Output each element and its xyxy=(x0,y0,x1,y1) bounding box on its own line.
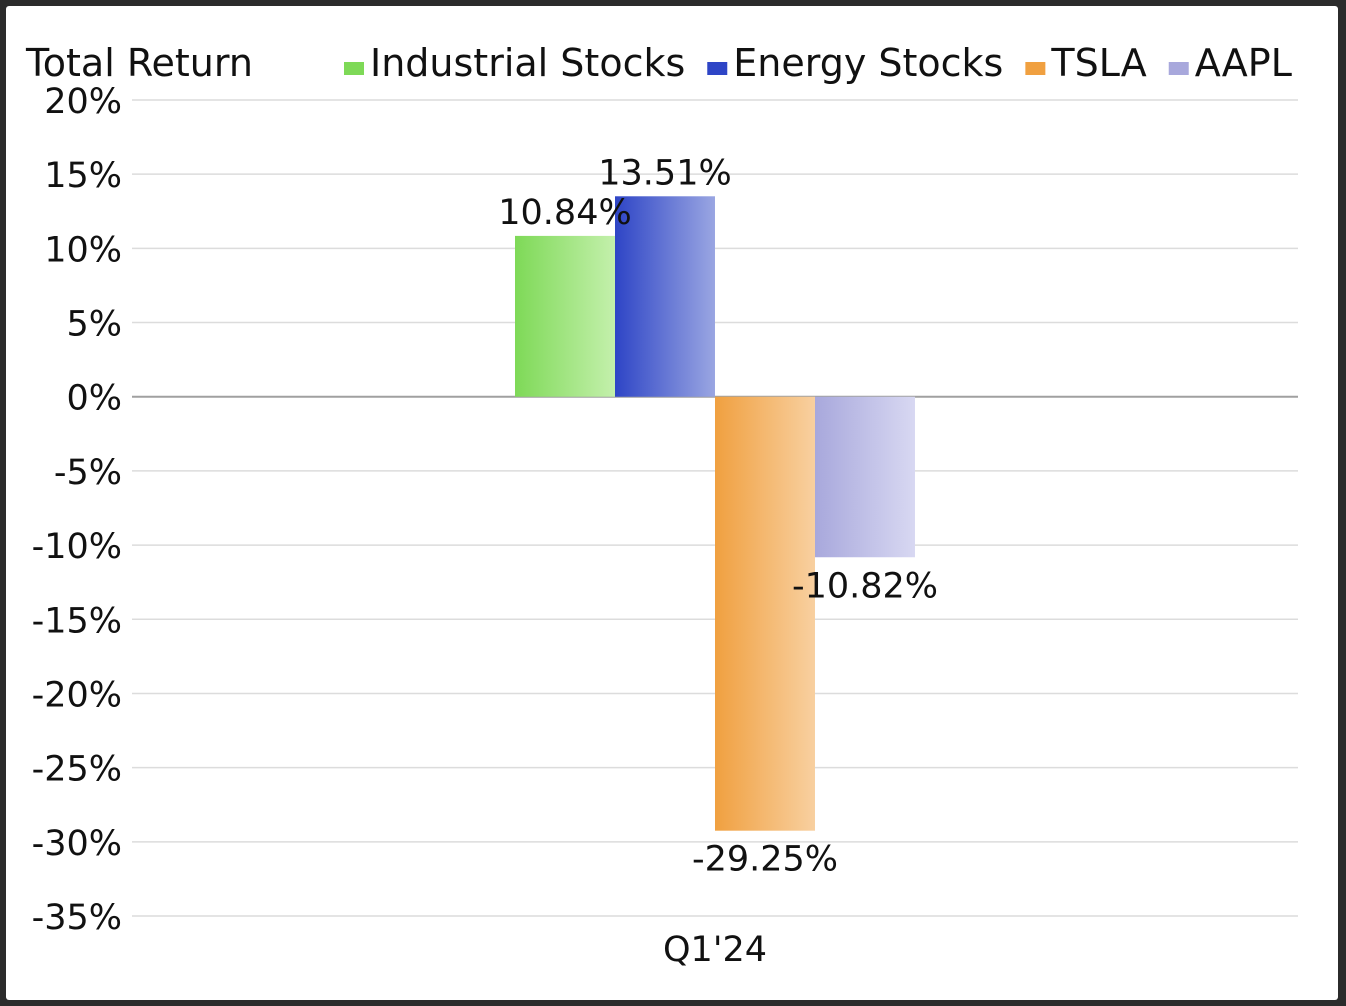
bar-tsla xyxy=(715,396,815,831)
x-axis-tick-labels: Q1'24 xyxy=(663,930,767,970)
legend-swatch xyxy=(1025,62,1046,75)
data-label: 13.51% xyxy=(598,153,731,193)
y-tick-label: 15% xyxy=(44,156,122,196)
bars xyxy=(515,196,915,831)
y-tick-label: 0% xyxy=(66,379,122,419)
legend-label: Energy Stocks xyxy=(733,41,1003,85)
legend-swatch xyxy=(707,62,728,75)
chart-title: Total Return xyxy=(25,41,253,85)
y-tick-label: -20% xyxy=(32,675,122,715)
data-label: -29.25% xyxy=(692,840,838,880)
data-labels: 10.84%13.51% -29.25% -10.82% xyxy=(498,153,938,879)
legend: Industrial Stocks Energy Stocks TSLA AAPL xyxy=(344,41,1292,85)
chart-frame: 20% 15% 10% 5% 0% -5% -10% -15% -20% -25% -30% -35%… xyxy=(6,6,1338,1000)
bar-aapl xyxy=(815,396,915,558)
legend-label: TSLA xyxy=(1050,41,1146,85)
y-tick-label: -15% xyxy=(32,601,122,641)
legend-swatch xyxy=(344,62,364,75)
y-tick-label: -10% xyxy=(32,527,122,567)
legend-swatch xyxy=(1168,62,1189,75)
y-axis-tick-labels: 20% 15% 10% 5% 0% -5% -10% -15% -20% -25% -30% -35% xyxy=(32,82,122,938)
y-tick-label: 10% xyxy=(44,230,122,270)
legend-label: AAPL xyxy=(1195,41,1292,85)
y-tick-label: 5% xyxy=(66,305,122,345)
x-tick-label: Q1'24 xyxy=(663,930,767,970)
y-tick-label: -35% xyxy=(32,898,122,938)
data-label: 10.84% xyxy=(498,193,631,233)
legend-label: Industrial Stocks xyxy=(370,41,685,85)
y-tick-label: -25% xyxy=(32,750,122,790)
bar-chart: 20% 15% 10% 5% 0% -5% -10% -15% -20% -25% -30% -35%… xyxy=(25,41,1298,970)
y-tick-label: -5% xyxy=(54,453,122,493)
y-tick-label: 20% xyxy=(44,82,122,122)
data-label: -10.82% xyxy=(792,566,938,606)
bar-industrial-stocks xyxy=(515,235,615,397)
y-tick-label: -30% xyxy=(32,824,122,864)
bar-energy-stocks xyxy=(615,196,715,397)
